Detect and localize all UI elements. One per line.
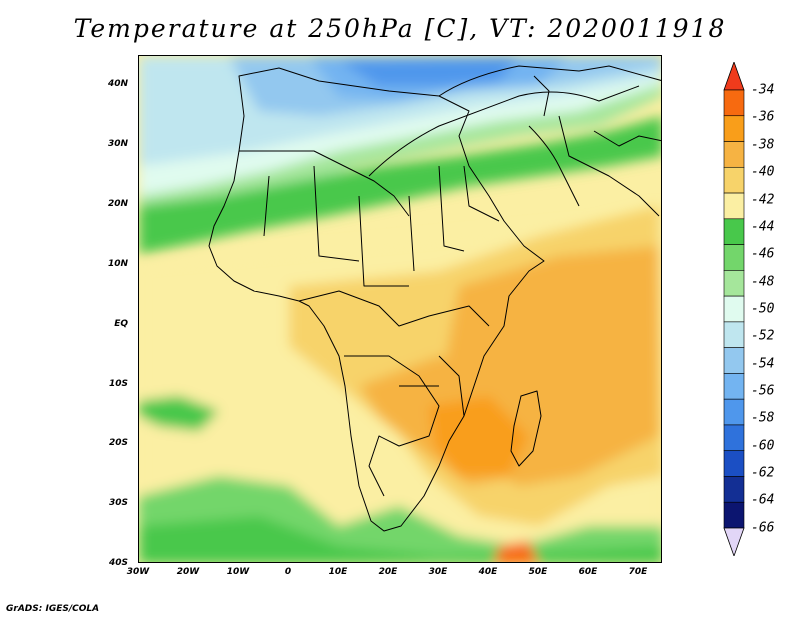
colorbar-segment xyxy=(723,398,745,426)
colorbar-label: -36 xyxy=(751,109,775,125)
map-panel[interactable] xyxy=(138,55,662,563)
lon-tick-label: 20W xyxy=(176,567,200,577)
lat-tick-label: EQ xyxy=(114,319,128,329)
lon-tick-label: 30E xyxy=(428,567,448,577)
colorbar-label: -66 xyxy=(751,520,775,536)
lon-tick-label: 60E xyxy=(578,567,598,577)
lat-tick-label: 10N xyxy=(107,259,128,269)
colorbar-label: -48 xyxy=(751,274,775,290)
colorbar-label: -58 xyxy=(751,410,775,426)
lat-tick-label: 40N xyxy=(107,79,128,89)
temperature-field-map xyxy=(139,56,661,562)
colorbar-segment xyxy=(723,218,745,245)
colorbar-segment xyxy=(723,501,745,529)
colorbar-segment xyxy=(723,244,745,271)
lat-tick-label: 40S xyxy=(108,558,128,568)
grads-credit: GrADS: IGES/COLA xyxy=(6,604,100,614)
colorbar-label: -56 xyxy=(751,383,775,399)
colorbar-label: -50 xyxy=(751,301,775,317)
lat-tick-label: 30N xyxy=(107,139,128,149)
colorbar-label: -54 xyxy=(751,356,775,372)
lon-tick-label: 30W xyxy=(126,567,150,577)
colorbar-label: -42 xyxy=(751,192,775,208)
colorbar-label: -34 xyxy=(751,82,775,98)
colorbar-label: -40 xyxy=(751,164,775,180)
lat-tick-label: 30S xyxy=(108,498,128,508)
color-scale-bar xyxy=(723,62,745,556)
colorbar-segment xyxy=(723,192,745,220)
page-title: Temperature at 250hPa [C], VT: 202001191… xyxy=(73,14,727,43)
lat-tick-label: 10S xyxy=(108,379,128,389)
lon-tick-label: 10W xyxy=(226,567,250,577)
colorbar-segment xyxy=(723,476,745,503)
colorbar-segment xyxy=(723,166,745,194)
lon-tick-label: 70E xyxy=(628,567,648,577)
colorbar-segment xyxy=(723,347,745,374)
lon-tick-label: 0 xyxy=(284,567,292,577)
colorbar-segment xyxy=(723,373,745,400)
colorbar-arrow-top xyxy=(723,62,745,91)
colorbar-label: -60 xyxy=(751,438,775,454)
colorbar-label: -44 xyxy=(751,219,775,235)
colorbar-arrow-bottom xyxy=(723,527,745,556)
colorbar-segment xyxy=(723,89,745,117)
colorbar-label: -46 xyxy=(751,246,775,262)
colorbar-segment xyxy=(723,115,745,142)
colorbar-label: -64 xyxy=(751,492,775,508)
colorbar-segment xyxy=(723,141,745,168)
colorbar-label: -38 xyxy=(751,137,775,153)
colorbar-label: -62 xyxy=(751,465,775,481)
lon-tick-label: 20E xyxy=(378,567,398,577)
lat-tick-label: 20N xyxy=(107,199,128,209)
colorbar-segment xyxy=(723,450,745,477)
colorbar-segment xyxy=(723,424,745,452)
lon-tick-label: 10E xyxy=(328,567,348,577)
colorbar-segment xyxy=(723,295,745,323)
lat-tick-label: 20S xyxy=(108,438,128,448)
lon-tick-label: 50E xyxy=(528,567,548,577)
lon-tick-label: 40E xyxy=(478,567,498,577)
colorbar-segment xyxy=(723,321,745,348)
colorbar-label: -52 xyxy=(751,328,775,344)
colorbar-segment xyxy=(723,270,745,297)
